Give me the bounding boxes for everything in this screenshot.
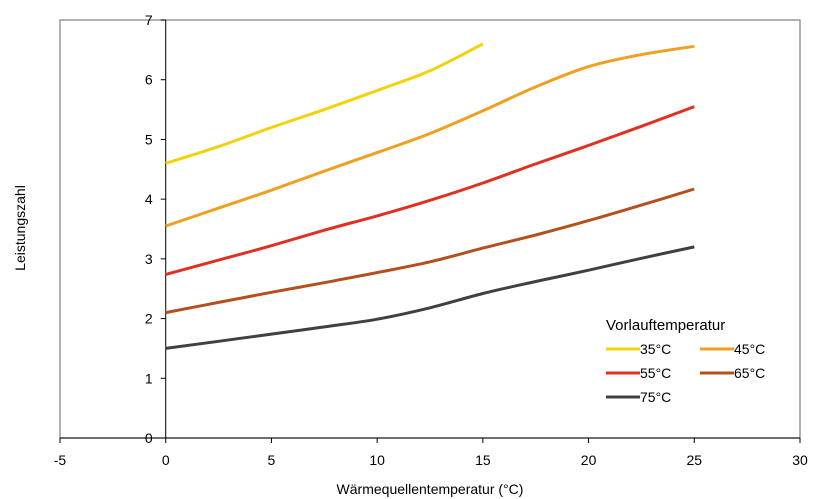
legend-label: 35°C [640, 341, 671, 357]
legend-title: Vorlauftemperatur [606, 317, 725, 334]
x-axis-title: Wärmequellentemperatur (°C) [337, 481, 524, 497]
x-tick-label: 15 [475, 452, 491, 468]
x-tick-label: 0 [162, 452, 170, 468]
y-tick-label: 5 [145, 131, 153, 147]
series-line-35c [165, 42, 484, 165]
y-axis-title: Leistungszahl [12, 185, 28, 271]
x-tick-label: 30 [792, 452, 808, 468]
series-line-75c [165, 245, 695, 350]
axes [59, 19, 801, 443]
series-lines [165, 42, 695, 350]
y-tick-label: 1 [145, 370, 153, 386]
series-line-45c [165, 44, 695, 228]
x-tick-label: 10 [369, 452, 385, 468]
x-tick-label: 5 [268, 452, 276, 468]
plot-frame [59, 19, 801, 439]
legend-label: 45°C [734, 341, 765, 357]
legend-label: 75°C [640, 389, 671, 405]
series-line-55c [165, 105, 695, 276]
y-tick-label: 0 [145, 430, 153, 446]
series-line-65c [165, 187, 695, 315]
legend-label: 55°C [640, 365, 671, 381]
y-tick-label: 2 [145, 311, 153, 327]
y-tick-label: 3 [145, 251, 153, 267]
legend: Vorlauftemperatur 35°C 45°C 55°C 65°C 75°C [606, 317, 765, 405]
x-tick-label: -5 [54, 452, 67, 468]
y-tick-label: 4 [145, 191, 153, 207]
x-tick-label: 20 [581, 452, 597, 468]
y-tick-label: 6 [145, 72, 153, 88]
y-tick-label: 7 [145, 12, 153, 28]
legend-label: 65°C [734, 365, 765, 381]
tick-labels: -5 0 5 10 15 20 25 30 0 1 2 3 4 5 6 7 [54, 12, 808, 468]
x-tick-label: 25 [686, 452, 702, 468]
